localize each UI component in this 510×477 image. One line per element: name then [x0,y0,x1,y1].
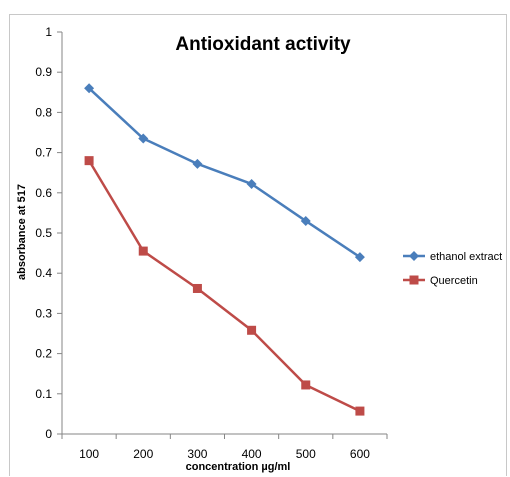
chart-frame [9,14,507,476]
data-point [138,246,148,256]
series-quercetin [84,156,365,416]
x-tick-label: 600 [350,447,370,461]
series-line [88,87,361,259]
y-tick-label: 0.2 [35,347,52,361]
legend-marker [409,251,419,261]
x-tick-label: 500 [296,447,316,461]
data-point [355,406,365,416]
x-tick-label: 200 [133,447,153,461]
y-tick-label: 1 [45,25,52,39]
y-tick-label: 0.5 [35,226,52,240]
data-point [246,178,257,189]
data-point [301,380,311,390]
legend-entry: ethanol extract [403,251,502,263]
data-point [354,252,365,263]
legend-label: ethanol extract [430,251,502,263]
y-tick-label: 0.1 [35,387,52,401]
x-tick-label: 100 [79,447,99,461]
data-point [84,156,94,166]
data-point [84,83,95,94]
x-tick-label: 400 [242,447,262,461]
y-tick-label: 0 [45,427,52,441]
x-tick-label: 300 [187,447,207,461]
data-point [247,325,257,335]
data-point [138,133,149,144]
data-point [192,283,202,293]
data-point [192,158,203,169]
series-line [88,159,361,413]
series-ethanol-extract [84,83,365,263]
y-tick-label: 0.6 [35,186,52,200]
legend: ethanol extract Quercetin [403,251,502,287]
legend-entry: Quercetin [403,275,478,287]
chart-title: Antioxidant activity [175,34,351,55]
x-axis-title: concentration µg/ml [186,461,291,473]
axes: 0 0.1 0.2 0.3 0.4 0.5 0.6 0.7 0.8 0.9 1 100 200 300 40… [35,25,388,461]
legend-label: Quercetin [430,275,478,287]
y-tick-label: 0.9 [35,65,52,79]
y-tick-label: 0.3 [35,306,52,320]
y-tick-label: 0.7 [35,146,52,160]
y-tick-label: 0.8 [35,105,52,119]
y-axis-title: absorbance at 517 [16,184,28,280]
y-tick-label: 0.4 [35,266,52,280]
series-layer [84,83,365,416]
legend-marker [409,275,419,285]
data-point [300,215,311,226]
